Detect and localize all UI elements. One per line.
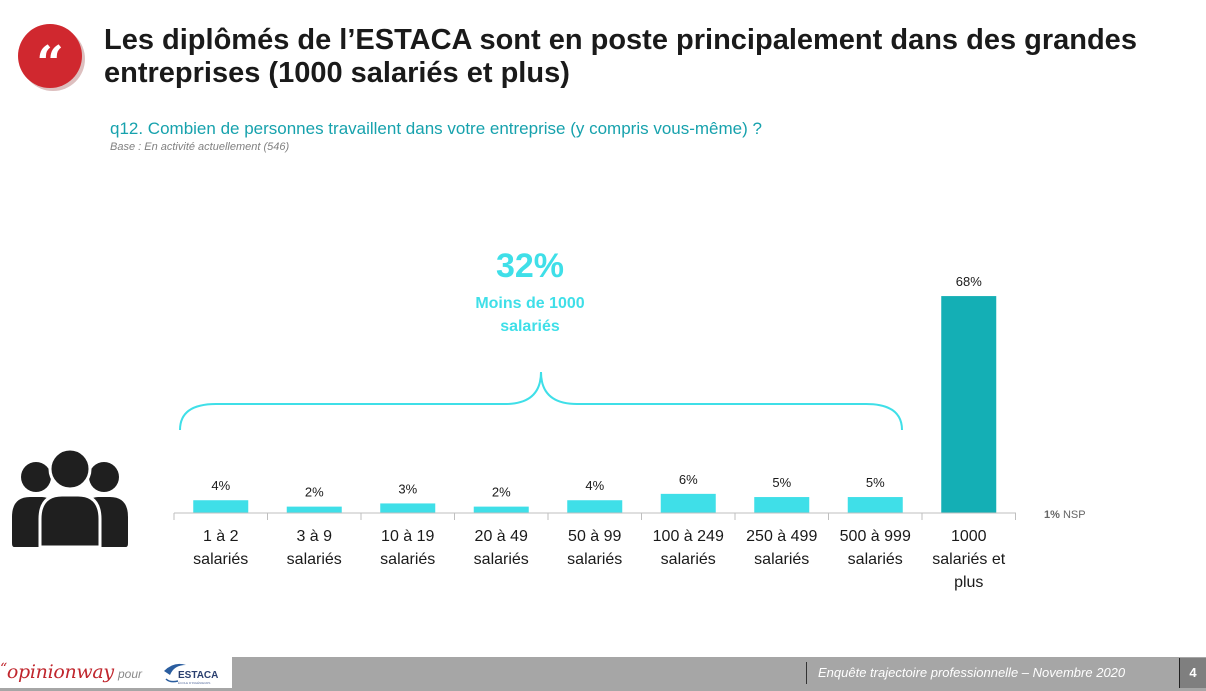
footer-logo-area: “opinionway pour ESTACA ÉCOLE D'INGÉNIEU…	[0, 657, 232, 688]
survey-caption: Enquête trajectoire professionnelle – No…	[818, 665, 1126, 680]
bar-7	[847, 497, 903, 513]
category-label-1-line-1: salariés	[287, 551, 342, 568]
nsp-label: NSP	[1063, 509, 1086, 521]
footer-divider	[806, 662, 807, 684]
question-text: q12. Combien de personnes travaillent da…	[110, 119, 762, 138]
bar-5	[660, 493, 716, 513]
category-label-1-line-0: 3 à 9	[296, 528, 332, 545]
estaca-logo: ESTACA ÉCOLE D'INGÉNIEURS	[160, 659, 232, 687]
estaca-logo-sub: ÉCOLE D'INGÉNIEURS	[178, 680, 210, 685]
category-label-2-line-0: 10 à 19	[381, 528, 434, 545]
category-label-0-line-1: salariés	[193, 551, 248, 568]
bar-chart: 4% 2% 3% 2% 4% 6% 5% 5% 68% 1 à 2 salariés 3 à 9 sa…	[173, 247, 1086, 591]
quote-glyph: “	[36, 36, 64, 92]
nsp-value: 1%	[1044, 509, 1060, 521]
category-label-8-line-0: 1000	[951, 528, 987, 545]
category-label-5-line-1: salariés	[661, 551, 716, 568]
category-label-7-line-1: salariés	[848, 551, 903, 568]
category-label-8-line-2: plus	[954, 574, 983, 591]
value-label-1: 2%	[305, 485, 324, 500]
category-label-4-line-1: salariés	[567, 551, 622, 568]
category-label-5-line-0: 100 à 249	[653, 528, 724, 545]
category-label-2-line-1: salariés	[380, 551, 435, 568]
opinionway-logo: “opinionway	[0, 661, 114, 683]
footer-bar: “opinionway pour ESTACA ÉCOLE D'INGÉNIEU…	[0, 657, 1206, 691]
category-label-3-line-1: salariés	[474, 551, 529, 568]
value-label-3: 2%	[492, 485, 511, 500]
quote-badge-icon: “	[18, 24, 82, 88]
brand-quote: “	[0, 661, 7, 677]
category-label-0-line-0: 1 à 2	[203, 528, 239, 545]
value-label-5: 6%	[679, 472, 698, 487]
bar-6	[754, 497, 810, 513]
value-label-7: 5%	[866, 475, 885, 490]
category-label-6-line-1: salariés	[754, 551, 809, 568]
people-group-icon	[12, 447, 128, 549]
bar-3	[473, 506, 529, 513]
category-label-8-line-1: salariés et	[932, 551, 1005, 568]
value-label-8: 68%	[956, 274, 982, 289]
bar-8	[941, 296, 997, 513]
category-label-6-line-0: 250 à 499	[746, 528, 817, 545]
estaca-logo-text: ESTACA	[178, 670, 218, 681]
value-label-4: 4%	[585, 478, 604, 493]
pour-text: pour	[118, 667, 143, 681]
bar-1	[286, 506, 342, 513]
callout-brace	[179, 371, 903, 431]
bar-4	[567, 500, 623, 513]
bar-2	[380, 503, 436, 513]
page-title: Les diplômés de l’ESTACA sont en poste p…	[104, 24, 1137, 89]
value-label-0: 4%	[211, 478, 230, 493]
base-note: Base : En activité actuellement (546)	[110, 141, 290, 153]
value-label-6: 5%	[772, 475, 791, 490]
category-label-7-line-0: 500 à 999	[840, 528, 911, 545]
nsp-note: 1% NSP	[1044, 509, 1086, 521]
brand-name: opinionway	[6, 661, 114, 683]
page-number: 4	[1180, 658, 1206, 688]
page-number-divider	[1179, 658, 1180, 688]
callout-percent: 32%	[496, 247, 564, 285]
category-label-4-line-0: 50 à 99	[568, 528, 621, 545]
value-label-2: 3%	[398, 481, 417, 496]
bar-0	[193, 500, 249, 513]
category-label-3-line-0: 20 à 49	[475, 528, 528, 545]
callout-label-line1: Moins de 1000	[475, 295, 584, 312]
callout-label-line2: salariés	[500, 318, 560, 335]
